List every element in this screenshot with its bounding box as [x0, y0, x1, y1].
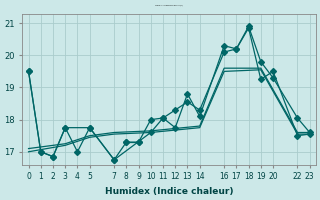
X-axis label: Humidex (Indice chaleur): Humidex (Indice chaleur) [105, 187, 233, 196]
Title: Courbe de l'humidex pour Buzenol (Be): Courbe de l'humidex pour Buzenol (Be) [155, 4, 183, 6]
